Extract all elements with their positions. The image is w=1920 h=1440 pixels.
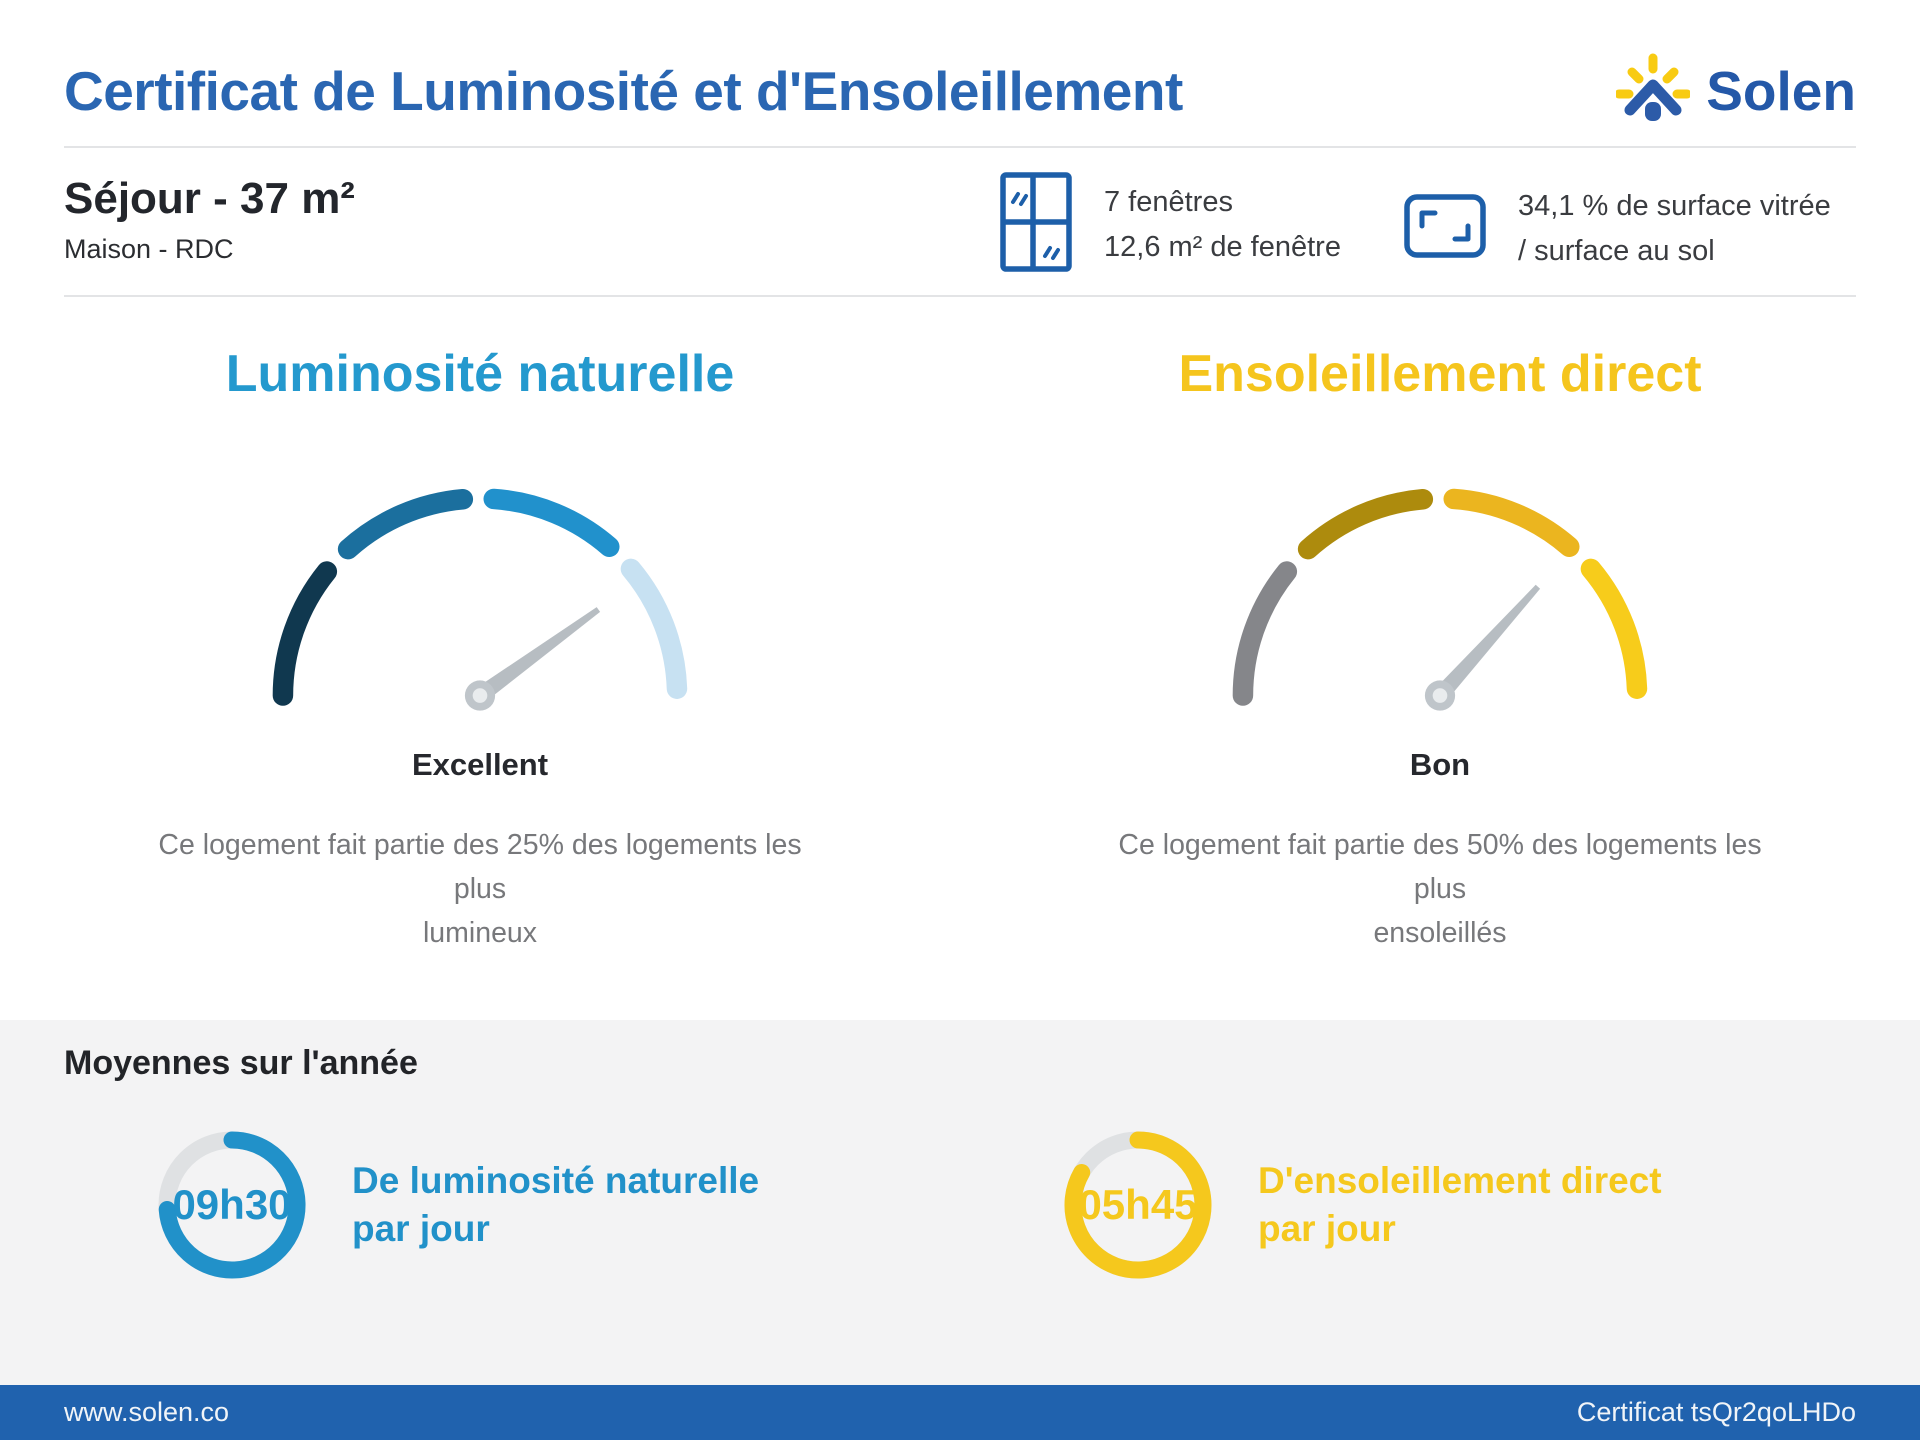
daylight-ring: 09h30	[150, 1123, 314, 1287]
footer: www.solen.co Certificat tsQr2qoLHDo	[0, 1385, 1920, 1440]
footer-certificate-id: Certificat tsQr2qoLHDo	[1576, 1397, 1856, 1427]
daylight-average-item: 09h30 De luminosité naturelle par jour	[64, 1123, 960, 1287]
windows-feature: 7 fenêtres 12,6 m² de fenêtre	[1000, 172, 1341, 277]
solen-logo: Solen	[1614, 53, 1856, 130]
glazing-ratio-suffix: / surface au sol	[1518, 234, 1715, 267]
luminosity-title: Luminosité naturelle	[225, 345, 735, 403]
windows-count: 7 fenêtres	[1104, 185, 1233, 218]
brand-name: Solen	[1706, 60, 1856, 122]
sunlight-title: Ensoleillement direct	[1178, 345, 1702, 403]
luminosity-rating: Excellent	[411, 746, 549, 782]
surface-icon	[1404, 194, 1486, 263]
room-info: Séjour - 37 m² Maison - RDC	[64, 174, 355, 265]
sunlight-description-line2: ensoleillés	[1373, 917, 1507, 950]
sunlight-rating: Bon	[1409, 746, 1471, 782]
sunshine-average-label-line1: D'ensoleillement direct	[1258, 1159, 1662, 1201]
sunlight-description-line1: Ce logement fait partie des 50% des loge…	[1118, 828, 1762, 905]
sunshine-ring-value: 05h45	[1078, 1181, 1198, 1228]
gauges-section: Luminosité naturelle Excellent Ce logeme…	[0, 297, 1920, 1022]
sunshine-average-label: D'ensoleillement direct par jour	[1258, 1157, 1662, 1253]
sunshine-ring: 05h45	[1056, 1123, 1220, 1287]
luminosity-gauge	[255, 477, 705, 717]
luminosity-description: Ce logement fait partie des 25% des loge…	[140, 823, 820, 956]
footer-website: www.solen.co	[64, 1397, 230, 1427]
sunlight-description: Ce logement fait partie des 50% des loge…	[1100, 823, 1780, 956]
windows-area: 12,6 m² de fenêtre	[1104, 230, 1341, 263]
room-title: Séjour - 37 m²	[64, 174, 355, 223]
windows-text: 7 fenêtres 12,6 m² de fenêtre	[1104, 180, 1341, 270]
daylight-ring-value: 09h30	[172, 1181, 292, 1228]
luminosity-description-line1: Ce logement fait partie des 25% des loge…	[158, 828, 802, 905]
header-divider	[64, 146, 1856, 148]
glazing-ratio: 34,1 % de surface vitrée	[1518, 190, 1831, 222]
averages-section: Moyennes sur l'année 09h30 De luminosité…	[0, 1020, 1920, 1385]
luminosity-column: Luminosité naturelle Excellent Ce logeme…	[0, 345, 960, 1022]
averages-heading: Moyennes sur l'année	[64, 1044, 418, 1082]
window-icon	[1000, 172, 1072, 277]
room-subtitle: Maison - RDC	[64, 234, 234, 264]
luminosity-description-line2: lumineux	[422, 917, 538, 950]
sunshine-average-item: 05h45 D'ensoleillement direct par jour	[960, 1123, 1856, 1287]
sunlight-gauge	[1215, 477, 1665, 717]
daylight-average-label-line1: De luminosité naturelle	[352, 1159, 760, 1201]
averages-rows: 09h30 De luminosité naturelle par jour 0…	[64, 1123, 1856, 1287]
daylight-average-label-line2: par jour	[352, 1208, 490, 1249]
glazing-text: 34,1 % de surface vitrée / surface au so…	[1518, 184, 1831, 274]
header: Certificat de Luminosité et d'Ensoleille…	[0, 0, 1920, 146]
daylight-average-label: De luminosité naturelle par jour	[352, 1157, 759, 1253]
glazing-feature: 34,1 % de surface vitrée / surface au so…	[1404, 184, 1831, 274]
property-info-row: Séjour - 37 m² Maison - RDC 7 fenêtres 1…	[64, 148, 1856, 295]
info-divider	[64, 295, 1856, 297]
sunlight-column: Ensoleillement direct Bon Ce logement fa…	[960, 345, 1920, 1022]
page-title: Certificat de Luminosité et d'Ensoleille…	[64, 60, 1183, 122]
sun-house-icon	[1614, 53, 1692, 130]
sunshine-average-label-line2: par jour	[1258, 1208, 1396, 1249]
